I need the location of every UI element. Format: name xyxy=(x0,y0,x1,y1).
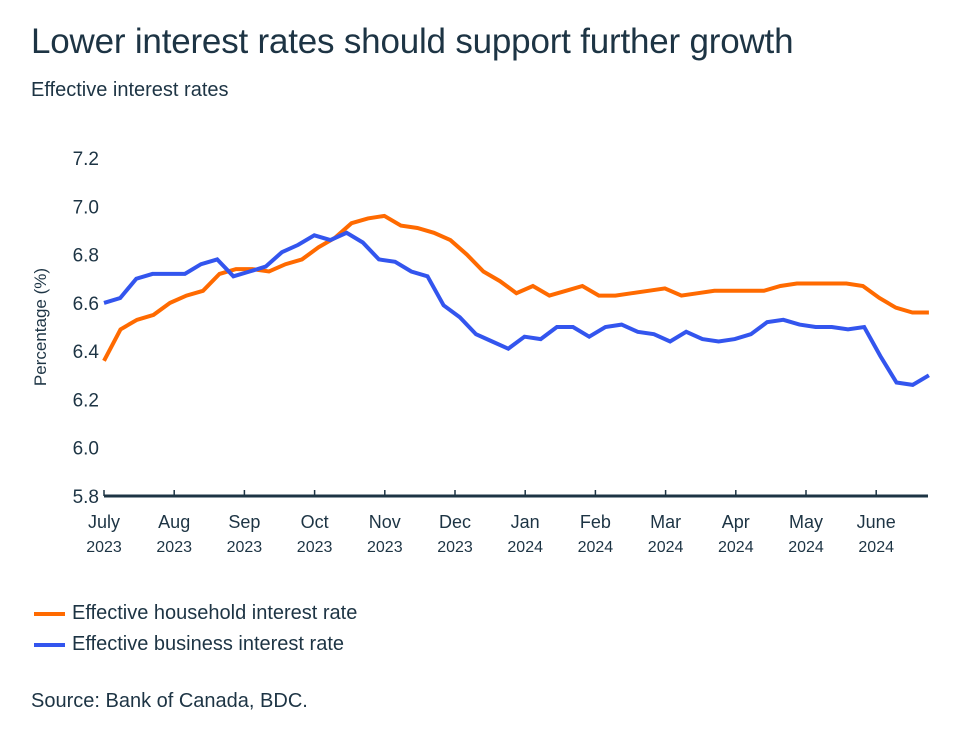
y-tick-label: 7.0 xyxy=(73,197,99,218)
y-tick-label: 5.8 xyxy=(73,487,99,508)
legend-swatch-business xyxy=(34,642,65,647)
x-tick-label-month: Feb xyxy=(580,512,611,532)
x-tick-label-year: 2024 xyxy=(507,539,543,556)
x-axis-ticks: July 2023 Aug 2023 Sep 2023 Oct 2023 Nov 2023 Dec 2… xyxy=(86,490,896,556)
y-tick-label: 6.2 xyxy=(73,390,99,411)
x-tick-label-year: 2023 xyxy=(297,539,333,556)
legend-item-business: Effective business interest rate xyxy=(34,629,357,660)
x-tick-label-year: 2023 xyxy=(367,539,403,556)
chart-subtitle: Effective interest rates xyxy=(31,79,229,101)
x-tick-label-year: 2023 xyxy=(86,539,122,556)
y-axis-title: Percentage (%) xyxy=(31,268,50,386)
x-tick-label-month: Aug xyxy=(158,512,190,532)
x-tick-label-month: Oct xyxy=(301,512,329,532)
x-tick-label-month: June xyxy=(857,512,896,532)
x-tick-label-month: Nov xyxy=(369,512,401,532)
x-tick-label-month: Apr xyxy=(722,512,750,532)
y-axis-ticks: 7.2 7.0 6.8 6.6 6.4 6.2 6.0 5.8 xyxy=(73,149,100,508)
x-tick-label-year: 2024 xyxy=(858,539,894,556)
legend: Effective household interest rate Effect… xyxy=(34,598,357,660)
legend-item-household: Effective household interest rate xyxy=(34,598,357,629)
series-line-household xyxy=(102,213,929,362)
legend-label-business: Effective business interest rate xyxy=(72,633,344,655)
x-tick-label-year: 2024 xyxy=(578,539,614,556)
y-tick-label: 6.0 xyxy=(73,439,99,460)
legend-swatch-household xyxy=(34,611,65,616)
y-tick-label: 6.8 xyxy=(73,246,99,267)
y-tick-label: 7.2 xyxy=(73,149,99,170)
x-tick-label-year: 2024 xyxy=(648,539,684,556)
source-note: Source: Bank of Canada, BDC. xyxy=(31,690,308,712)
x-tick-label-year: 2023 xyxy=(437,539,473,556)
x-tick-label-month: Dec xyxy=(439,512,471,532)
x-tick-label-year: 2023 xyxy=(156,539,192,556)
legend-label-household: Effective household interest rate xyxy=(72,602,358,624)
x-tick-label-month: May xyxy=(789,512,823,532)
y-tick-label: 6.6 xyxy=(73,294,99,315)
chart-title: Lower interest rates should support furt… xyxy=(31,22,794,61)
x-tick-label-month: Mar xyxy=(650,512,681,532)
x-tick-label-year: 2023 xyxy=(227,539,263,556)
line-chart: 7.27.06.86.66.46.26.05.8 Percentage (%) … xyxy=(31,149,930,556)
x-tick-label-year: 2024 xyxy=(718,539,754,556)
series-line-business xyxy=(103,230,930,387)
x-tick-label-month: Sep xyxy=(228,512,260,532)
x-tick-label-month: Jan xyxy=(511,512,540,532)
x-tick-label-year: 2024 xyxy=(788,539,824,556)
y-tick-label: 6.4 xyxy=(73,342,100,363)
x-tick-label-month: July xyxy=(88,512,120,532)
series-layer xyxy=(102,213,930,387)
